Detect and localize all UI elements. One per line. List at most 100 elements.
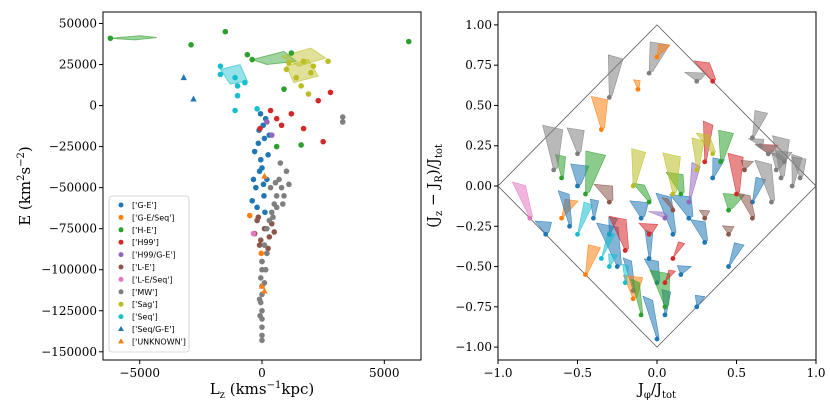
right-point-h99 [670, 256, 676, 261]
right-trajectory-h99 [693, 60, 717, 82]
action-diamond-panel: −1.0 −0.5 0.0 0.5 1.0 1.00 0.75 0.50 0.25 0.00 −0.… [424, 11, 826, 401]
right-point-unknown [583, 272, 588, 278]
right-y-axis-label: (Jz − JR)/Jtot [424, 144, 445, 228]
legend-marker-h99-g-e [118, 252, 124, 258]
left-point-seq [242, 79, 248, 86]
left-point-mw [264, 250, 270, 257]
right-point-mw [773, 167, 779, 173]
legend-marker-l-e-seq [118, 276, 124, 282]
left-point-seq [232, 107, 238, 114]
left-y-tick-label: −25000 [49, 140, 97, 154]
right-trajectory-seq-g-e [534, 220, 552, 235]
right-point-g-e [638, 215, 644, 221]
right-point-g-e [710, 175, 716, 181]
legend-label-l-e: ['L-E'] [132, 263, 155, 272]
right-point-mw [757, 143, 763, 149]
left-point-mw [272, 179, 279, 186]
left-point-l-e [266, 234, 273, 240]
right-point-unknown [654, 54, 660, 60]
left-point-mw [259, 324, 265, 330]
left-point-g-e [251, 148, 258, 155]
right-axis-ticks: −1.0 −0.5 0.0 0.5 1.0 1.00 0.75 0.50 0.25 0.00 −0.… [455, 18, 825, 380]
left-trajectory-envelope [280, 47, 327, 67]
legend-label-h99: ['H99'] [132, 238, 159, 247]
left-point-mw [339, 119, 346, 125]
left-point-g-e-seq [246, 212, 253, 219]
right-point-h99-g-e [662, 215, 668, 221]
left-data-marks [107, 28, 412, 344]
right-point-g-e [614, 264, 620, 269]
right-x-tick-label: 0.5 [727, 366, 746, 380]
right-trajectory-seq-g-e [557, 190, 573, 227]
right-point-mw [606, 94, 612, 100]
legend-marker-sag [118, 301, 124, 307]
right-point-sag [694, 167, 700, 173]
right-point-mw [750, 135, 755, 141]
right-trajectory-h99 [608, 215, 629, 251]
left-point-h99 [327, 89, 334, 96]
left-point-mw [339, 114, 346, 120]
left-point-g-e [261, 193, 267, 199]
right-x-tick-label: 1.0 [806, 366, 825, 380]
legend-items: ['G-E'] ['G-E/Seq'] ['H-E'] ['H99'] ['H99/G-… [118, 201, 186, 346]
legend-label-l-e-seq: ['L-E/Seq'] [132, 275, 173, 284]
energy-angular-momentum-panel: −5000 0 500050000250000−25000−50000−75000−… [16, 11, 422, 401]
right-trajectory-h99 [727, 152, 744, 195]
left-point-mw [257, 312, 263, 319]
left-point-seq [217, 63, 224, 69]
left-point-h99 [267, 107, 274, 114]
left-point-l-e [256, 242, 263, 248]
right-trajectory-mw [566, 127, 585, 155]
right-point-mw [646, 70, 652, 76]
right-point-sag [670, 191, 676, 197]
right-point-seq-g-e [567, 223, 572, 229]
left-point-mw [281, 193, 287, 199]
right-point-h-e [718, 159, 723, 165]
right-trajectory-unknown [585, 244, 602, 276]
left-point-sag [305, 91, 312, 97]
left-point-seq [234, 83, 241, 89]
left-point-mw [286, 181, 292, 188]
left-point-mw [267, 184, 274, 191]
left-point-sag [310, 63, 317, 69]
legend-label-g-e: ['G-E'] [132, 201, 157, 210]
left-point-g-e [249, 197, 256, 204]
left-trajectory-envelope [110, 35, 157, 41]
right-point-h-e [726, 207, 731, 213]
right-point-l-e [750, 215, 755, 221]
legend-marker-h-e [118, 227, 124, 233]
left-point-h-e [107, 35, 114, 42]
left-point-mw [264, 225, 270, 232]
left-point-mw [273, 193, 280, 199]
right-point-seq [606, 264, 612, 269]
right-point-h-e [662, 304, 668, 310]
left-point-mw [259, 307, 265, 314]
right-point-h99 [646, 231, 652, 237]
right-point-g-e [678, 272, 684, 278]
left-y-tick-label: −125000 [41, 304, 97, 318]
legend-marker-h99 [118, 239, 124, 245]
left-point-h-e [288, 50, 295, 56]
right-point-mw [694, 78, 700, 84]
right-point-seq-g-e [543, 231, 549, 237]
left-point-mw [262, 266, 269, 273]
right-trajectory-mw [542, 124, 564, 171]
left-point-seq [232, 74, 238, 81]
left-point-g-e [254, 204, 260, 211]
right-trajectory-g-e [727, 242, 745, 268]
left-point-h99 [320, 138, 326, 145]
left-point-h-e [244, 51, 251, 58]
right-trajectory-l-e [736, 192, 756, 219]
legend: ['G-E'] ['G-E/Seq'] ['H-E'] ['H99'] ['H99/G-… [108, 195, 190, 353]
left-point-h99 [288, 110, 295, 117]
legend-label-unknown: ['UNKNOWN'] [132, 337, 186, 346]
right-trajectory-mw [752, 110, 769, 139]
left-point-sag [293, 74, 300, 81]
left-y-tick-label: 0 [89, 99, 97, 113]
right-point-seq [598, 256, 604, 261]
right-trajectory-h99 [638, 222, 659, 235]
right-point-l-e [726, 231, 731, 237]
left-point-mw [259, 258, 265, 265]
right-data-marks [511, 41, 807, 342]
left-point-mw [257, 275, 264, 281]
